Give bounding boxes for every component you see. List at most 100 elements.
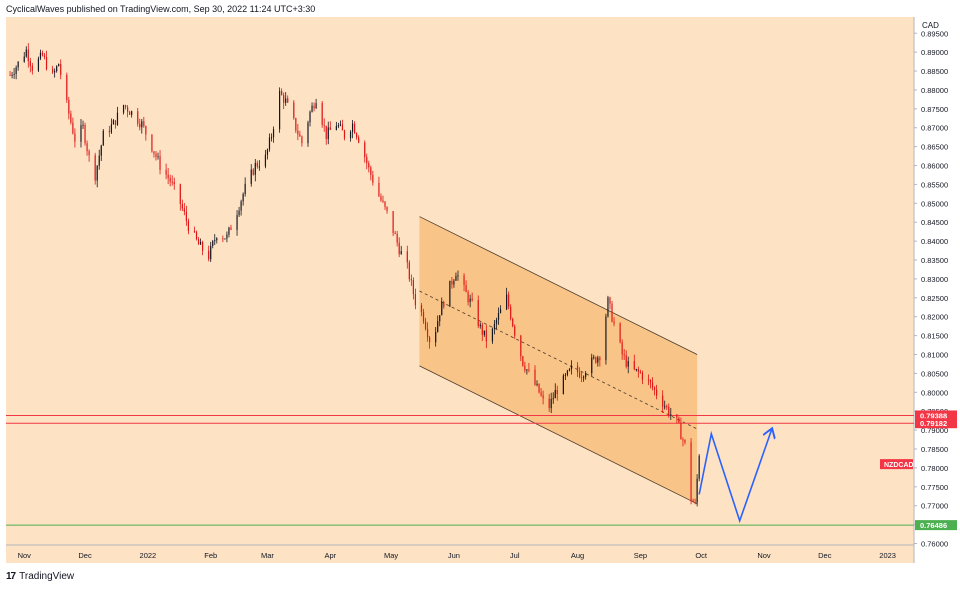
candle-body [185, 211, 187, 221]
candle-body [238, 210, 240, 216]
candle-body [315, 103, 317, 109]
candle-body [351, 123, 354, 132]
candle-body [201, 241, 204, 251]
candle-body [37, 58, 40, 71]
candle-body [88, 151, 90, 156]
candle-body [254, 162, 256, 175]
candle-body [329, 127, 331, 130]
candle-body [349, 131, 352, 139]
candle-body [449, 280, 451, 307]
candle-body [637, 369, 639, 372]
candle-body [394, 232, 396, 235]
tradingview-logo-icon: 17 [6, 571, 16, 582]
candle-body [94, 155, 96, 181]
candle-body [242, 193, 244, 202]
candle-body [625, 355, 627, 367]
candle-body [270, 137, 273, 139]
channel-midline[interactable] [419, 290, 698, 430]
candle-body [536, 383, 538, 385]
candle-body [169, 178, 171, 182]
candle-body [183, 208, 185, 212]
candle-body [179, 184, 181, 205]
candle-body [268, 137, 271, 150]
candle-body [124, 105, 127, 108]
candle-body [694, 502, 696, 504]
candle-body [510, 306, 512, 319]
candle-body [522, 356, 524, 366]
x-tick-label: Nov [757, 551, 771, 560]
candle-body [392, 210, 394, 233]
x-tick-label: Apr [324, 551, 336, 560]
level-price-label: 0.79182 [920, 419, 947, 428]
y-tick-label: 0.76000 [921, 539, 948, 548]
y-tick-label: 0.80500 [921, 369, 948, 378]
candle-body [165, 169, 167, 175]
time-axis[interactable]: Nov Dec 2022 Feb Mar Apr May Jun Jul Aug Sep Oct Nov… [18, 551, 896, 560]
candle-body [465, 285, 467, 293]
candle-body [540, 392, 542, 396]
x-tick-label: Sep [634, 551, 647, 560]
x-tick-label: Dec [78, 551, 92, 560]
x-tick-label: 2022 [140, 551, 157, 560]
y-tick-label: 0.86500 [921, 143, 948, 152]
projection-line[interactable] [698, 428, 772, 524]
candle-body [576, 365, 579, 373]
candle-body [139, 123, 141, 128]
candle-body [556, 389, 558, 395]
candle-body [467, 292, 469, 303]
channel-lower-line[interactable] [419, 365, 698, 505]
price-axis[interactable]: 0.89500 0.89000 0.88500 0.88000 0.87500 0.870… [914, 29, 948, 548]
candle-body [60, 64, 62, 75]
regression-channel[interactable] [419, 216, 698, 505]
candle-body [471, 298, 473, 301]
candle-body [339, 124, 342, 126]
candle-body [66, 74, 68, 100]
candle-body [491, 328, 494, 342]
level-price-tag [915, 410, 957, 421]
candle-body [68, 99, 70, 114]
candle-body [647, 379, 650, 381]
candle-body [420, 305, 423, 312]
candle-body [422, 311, 425, 322]
candle-body [208, 250, 210, 260]
candle-body [370, 167, 372, 176]
candle-body [570, 365, 573, 370]
candle-body [43, 55, 46, 57]
publish-attribution: CyclicalWaves published on TradingView.c… [6, 4, 316, 14]
candle-body [72, 122, 74, 134]
candle-body [651, 382, 654, 388]
candle-body [151, 134, 153, 152]
level-price-tag [915, 520, 957, 531]
channel-upper-line[interactable] [419, 216, 698, 355]
y-tick-label: 0.77000 [921, 502, 948, 511]
x-tick-label: Oct [695, 551, 708, 560]
candle-body [493, 323, 496, 329]
candle-body [295, 118, 297, 131]
candle-body [581, 377, 583, 379]
candle-body [39, 52, 42, 59]
candle-body [82, 124, 84, 126]
candle-body [372, 175, 374, 183]
footer-brand[interactable]: 17 TradingView [6, 571, 74, 582]
candle-body [171, 181, 173, 183]
candle-body [463, 275, 465, 286]
candle-body [554, 389, 556, 399]
candle-body [528, 369, 530, 371]
candle-body [562, 375, 564, 395]
horizontal-levels[interactable] [6, 414, 914, 526]
level-price-label: 0.79388 [920, 411, 947, 420]
candle-body [258, 166, 260, 168]
candle-body [293, 102, 295, 119]
y-tick-label: 0.83000 [921, 275, 948, 284]
candle-body [358, 137, 360, 143]
candle-body [619, 323, 621, 343]
projection-path[interactable] [698, 428, 772, 524]
candle-body [112, 120, 115, 125]
candle-body [299, 134, 301, 137]
x-tick-label: Mar [261, 551, 274, 560]
candle-body [122, 105, 125, 113]
candle-body [578, 372, 581, 378]
candle-body [424, 321, 427, 329]
